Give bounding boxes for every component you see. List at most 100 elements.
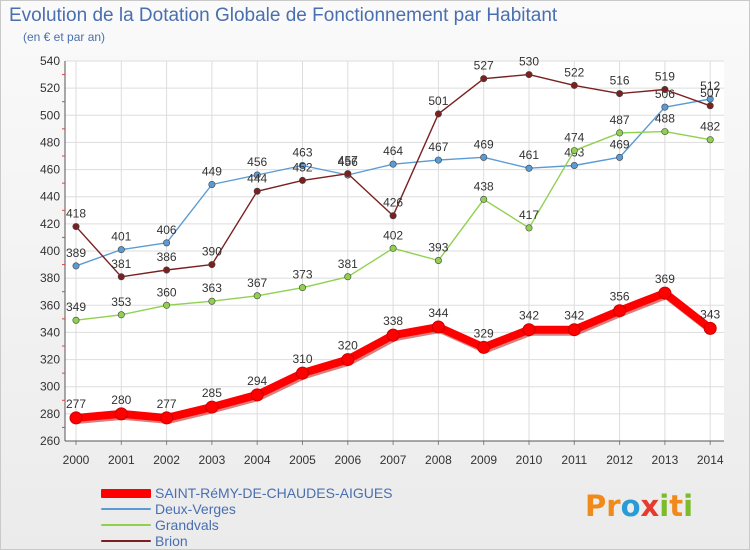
proxiti-logo: Proxiti bbox=[585, 489, 693, 523]
data-label: 342 bbox=[564, 309, 584, 323]
data-point bbox=[72, 262, 80, 270]
data-label: 469 bbox=[610, 137, 630, 151]
data-point bbox=[117, 246, 125, 254]
data-point bbox=[208, 297, 216, 305]
data-label: 353 bbox=[111, 295, 131, 309]
y-tick-label: 360 bbox=[40, 298, 60, 312]
data-label: 487 bbox=[610, 113, 630, 127]
data-label: 501 bbox=[428, 94, 448, 108]
data-label: 390 bbox=[202, 245, 222, 259]
x-tick-label: 2001 bbox=[108, 453, 135, 467]
x-tick-label: 2014 bbox=[697, 453, 724, 467]
data-label: 507 bbox=[700, 86, 720, 100]
data-point bbox=[661, 128, 669, 136]
data-label: 356 bbox=[610, 290, 630, 304]
data-point bbox=[208, 261, 216, 269]
data-label: 516 bbox=[610, 74, 630, 88]
data-label: 373 bbox=[292, 268, 312, 282]
data-label: 393 bbox=[428, 241, 448, 255]
data-label: 285 bbox=[202, 386, 222, 400]
y-tick-label: 420 bbox=[40, 217, 60, 231]
logo-letter: o bbox=[620, 489, 641, 523]
legend-swatch-3 bbox=[101, 540, 151, 542]
chart-subtitle: (en € et par an) bbox=[23, 30, 106, 44]
data-point bbox=[658, 286, 672, 300]
x-tick-label: 2006 bbox=[334, 453, 361, 467]
x-tick-label: 2012 bbox=[606, 453, 633, 467]
data-label: 444 bbox=[247, 171, 267, 185]
data-label: 386 bbox=[157, 250, 177, 264]
data-point bbox=[703, 321, 717, 335]
data-label: 402 bbox=[383, 228, 403, 242]
data-label: 381 bbox=[338, 257, 358, 271]
y-tick-label: 280 bbox=[40, 407, 60, 421]
data-point bbox=[117, 273, 125, 281]
data-point bbox=[389, 160, 397, 168]
data-point bbox=[616, 129, 624, 137]
data-label: 277 bbox=[66, 397, 86, 411]
data-label: 469 bbox=[474, 137, 494, 151]
data-point bbox=[298, 284, 306, 292]
data-point bbox=[389, 212, 397, 220]
data-label: 344 bbox=[428, 306, 448, 320]
data-label: 360 bbox=[157, 285, 177, 299]
logo-letter: i bbox=[683, 489, 694, 523]
data-point bbox=[250, 388, 264, 402]
y-tick-label: 440 bbox=[40, 190, 60, 204]
data-point bbox=[480, 195, 488, 203]
legend-label-0: SAINT-RéMY-DE-CHAUDES-AIGUES bbox=[155, 485, 393, 501]
legend-swatch-0 bbox=[101, 488, 151, 498]
data-point bbox=[661, 103, 669, 111]
data-point bbox=[434, 110, 442, 118]
data-point bbox=[480, 153, 488, 161]
legend-item: SAINT-RéMY-DE-CHAUDES-AIGUES bbox=[101, 485, 393, 501]
data-point bbox=[253, 187, 261, 195]
data-label: 401 bbox=[111, 230, 131, 244]
data-point bbox=[341, 353, 355, 367]
x-tick-label: 2002 bbox=[153, 453, 180, 467]
data-label: 527 bbox=[474, 59, 494, 73]
x-tick-label: 2009 bbox=[470, 453, 497, 467]
data-label: 449 bbox=[202, 165, 222, 179]
chart-title: Evolution de la Dotation Globale de Fonc… bbox=[9, 5, 558, 26]
data-point bbox=[706, 136, 714, 144]
data-point bbox=[386, 328, 400, 342]
data-point bbox=[163, 239, 171, 247]
data-label: 277 bbox=[157, 397, 177, 411]
y-tick-label: 520 bbox=[40, 81, 60, 95]
data-label: 363 bbox=[202, 281, 222, 295]
data-point bbox=[431, 320, 445, 334]
data-label: 463 bbox=[292, 146, 312, 160]
data-point bbox=[298, 162, 306, 170]
legend-label-3: Brion bbox=[155, 533, 188, 549]
data-point bbox=[434, 256, 442, 264]
y-tick-label: 460 bbox=[40, 163, 60, 177]
logo-letter: i bbox=[659, 489, 670, 523]
data-point bbox=[253, 292, 261, 300]
data-point bbox=[160, 411, 174, 425]
data-label: 338 bbox=[383, 314, 403, 328]
data-point bbox=[114, 407, 128, 421]
data-label: 294 bbox=[247, 374, 267, 388]
legend-swatch-1 bbox=[101, 508, 151, 510]
data-point bbox=[706, 102, 714, 110]
data-label: 456 bbox=[338, 155, 358, 169]
data-point bbox=[480, 75, 488, 83]
data-point bbox=[706, 95, 714, 103]
data-label: 389 bbox=[66, 246, 86, 260]
data-point bbox=[205, 400, 219, 414]
data-label: 426 bbox=[383, 196, 403, 210]
y-tick-label: 340 bbox=[40, 325, 60, 339]
x-tick-label: 2003 bbox=[199, 453, 226, 467]
data-label: 418 bbox=[66, 207, 86, 221]
y-tick-label: 300 bbox=[40, 380, 60, 394]
y-tick-label: 320 bbox=[40, 353, 60, 367]
x-tick-label: 2011 bbox=[561, 453, 587, 467]
data-label: 522 bbox=[564, 65, 584, 79]
data-label: 438 bbox=[474, 179, 494, 193]
data-point bbox=[525, 164, 533, 172]
data-point bbox=[616, 90, 624, 98]
data-label: 474 bbox=[564, 131, 584, 145]
legend-label-2: Grandvals bbox=[155, 517, 219, 533]
data-label: 452 bbox=[292, 160, 312, 174]
